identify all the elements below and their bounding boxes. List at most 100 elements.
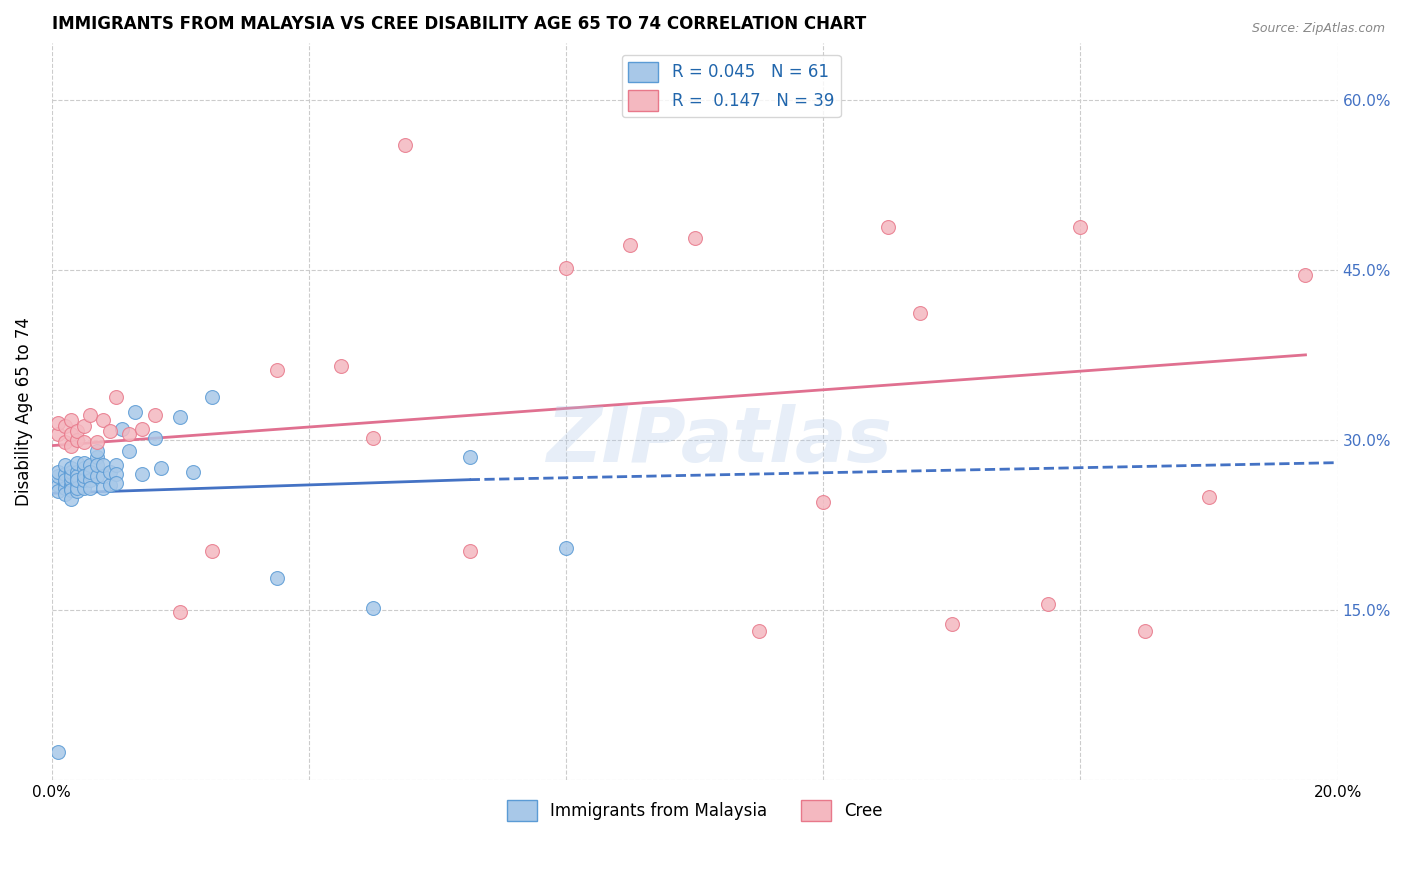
Point xyxy=(66,483,89,498)
Point xyxy=(53,419,76,434)
Point xyxy=(86,450,108,464)
Point xyxy=(46,465,69,479)
Point xyxy=(86,458,108,472)
Legend: Immigrants from Malaysia, Cree: Immigrants from Malaysia, Cree xyxy=(501,794,889,827)
Point xyxy=(46,483,69,498)
Point xyxy=(53,487,76,501)
Point xyxy=(361,431,384,445)
Point xyxy=(66,465,89,479)
Point xyxy=(748,624,770,638)
Point xyxy=(683,231,706,245)
Point xyxy=(53,473,76,487)
Point xyxy=(46,469,69,483)
Point xyxy=(98,424,121,438)
Point xyxy=(73,473,96,487)
Point xyxy=(60,412,83,426)
Y-axis label: Disability Age 65 to 74: Disability Age 65 to 74 xyxy=(15,318,32,506)
Point xyxy=(105,390,128,404)
Point xyxy=(1038,598,1060,612)
Point xyxy=(73,469,96,483)
Point xyxy=(118,427,141,442)
Point xyxy=(73,456,96,470)
Point xyxy=(46,427,69,442)
Point xyxy=(79,458,101,472)
Point xyxy=(60,465,83,479)
Point xyxy=(66,476,89,491)
Point xyxy=(60,439,83,453)
Point xyxy=(46,416,69,430)
Point xyxy=(86,435,108,450)
Point xyxy=(60,478,83,492)
Point xyxy=(555,260,578,275)
Point xyxy=(361,600,384,615)
Point xyxy=(91,412,114,426)
Point xyxy=(91,481,114,495)
Text: Source: ZipAtlas.com: Source: ZipAtlas.com xyxy=(1251,22,1385,36)
Point xyxy=(79,481,101,495)
Point xyxy=(86,444,108,458)
Point xyxy=(73,461,96,475)
Point xyxy=(60,427,83,442)
Point xyxy=(66,473,89,487)
Point xyxy=(46,478,69,492)
Point xyxy=(73,419,96,434)
Point xyxy=(619,237,641,252)
Point xyxy=(105,476,128,491)
Text: ZIPatlas: ZIPatlas xyxy=(547,404,893,478)
Point xyxy=(53,467,76,481)
Point xyxy=(124,404,146,418)
Point xyxy=(60,481,83,495)
Point xyxy=(908,306,931,320)
Point xyxy=(458,544,481,558)
Point xyxy=(79,408,101,422)
Point xyxy=(73,435,96,450)
Point xyxy=(876,219,898,234)
Point xyxy=(79,473,101,487)
Point xyxy=(66,456,89,470)
Point xyxy=(143,431,166,445)
Point xyxy=(60,491,83,506)
Point xyxy=(201,390,224,404)
Point xyxy=(53,481,76,495)
Point xyxy=(131,422,153,436)
Point xyxy=(60,473,83,487)
Point xyxy=(458,450,481,464)
Point xyxy=(53,476,76,491)
Point xyxy=(73,481,96,495)
Point xyxy=(143,408,166,422)
Point xyxy=(169,606,191,620)
Point xyxy=(79,465,101,479)
Point xyxy=(66,469,89,483)
Point xyxy=(60,483,83,497)
Point xyxy=(98,465,121,479)
Point xyxy=(1069,219,1091,234)
Point xyxy=(131,467,153,481)
Point xyxy=(1295,268,1317,283)
Point xyxy=(60,469,83,483)
Point xyxy=(66,433,89,447)
Point xyxy=(394,138,416,153)
Point xyxy=(53,458,76,472)
Point xyxy=(1198,490,1220,504)
Point xyxy=(66,481,89,495)
Point xyxy=(86,469,108,483)
Point xyxy=(1133,624,1156,638)
Point xyxy=(53,435,76,450)
Point xyxy=(941,616,963,631)
Point xyxy=(201,544,224,558)
Point xyxy=(266,362,288,376)
Point xyxy=(181,465,204,479)
Point xyxy=(105,458,128,472)
Point xyxy=(98,478,121,492)
Point xyxy=(60,461,83,475)
Point xyxy=(66,424,89,438)
Point xyxy=(150,461,173,475)
Point xyxy=(46,745,69,759)
Point xyxy=(111,422,134,436)
Point xyxy=(555,541,578,555)
Point xyxy=(813,495,835,509)
Point xyxy=(330,359,353,374)
Point xyxy=(105,467,128,481)
Point xyxy=(266,571,288,585)
Point xyxy=(91,458,114,472)
